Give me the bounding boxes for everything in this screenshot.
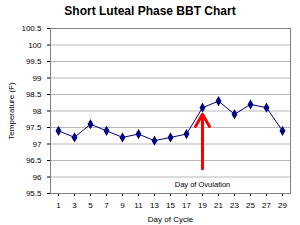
svg-text:98.5: 98.5	[26, 90, 42, 99]
svg-text:9: 9	[120, 201, 125, 210]
svg-text:Day of Cycle: Day of Cycle	[148, 215, 194, 224]
svg-text:98: 98	[33, 107, 42, 116]
svg-text:29: 29	[278, 201, 287, 210]
svg-text:Day of Ovulation: Day of Ovulation	[175, 180, 230, 189]
svg-text:7: 7	[104, 201, 109, 210]
svg-text:95.5: 95.5	[26, 189, 42, 198]
svg-text:13: 13	[150, 201, 159, 210]
svg-text:11: 11	[134, 201, 143, 210]
svg-text:97.5: 97.5	[26, 123, 42, 132]
svg-text:25: 25	[246, 201, 255, 210]
svg-text:15: 15	[166, 201, 175, 210]
svg-text:99: 99	[33, 74, 42, 83]
svg-text:21: 21	[214, 201, 223, 210]
svg-text:100: 100	[28, 41, 42, 50]
svg-text:Temperature (F): Temperature (F)	[7, 82, 16, 140]
svg-text:100.5: 100.5	[21, 24, 42, 33]
svg-text:19: 19	[198, 201, 207, 210]
svg-text:99.5: 99.5	[26, 57, 42, 66]
svg-text:96: 96	[33, 173, 42, 182]
svg-text:3: 3	[72, 201, 77, 210]
svg-text:97: 97	[33, 140, 42, 149]
svg-text:5: 5	[88, 201, 93, 210]
svg-text:17: 17	[182, 201, 191, 210]
svg-text:96.5: 96.5	[26, 156, 42, 165]
svg-text:1: 1	[56, 201, 61, 210]
html-text:Short Luteal Phase BBT Chart: Short Luteal Phase BBT Chart	[64, 4, 236, 18]
svg-text:27: 27	[262, 201, 271, 210]
svg-text:23: 23	[230, 201, 239, 210]
